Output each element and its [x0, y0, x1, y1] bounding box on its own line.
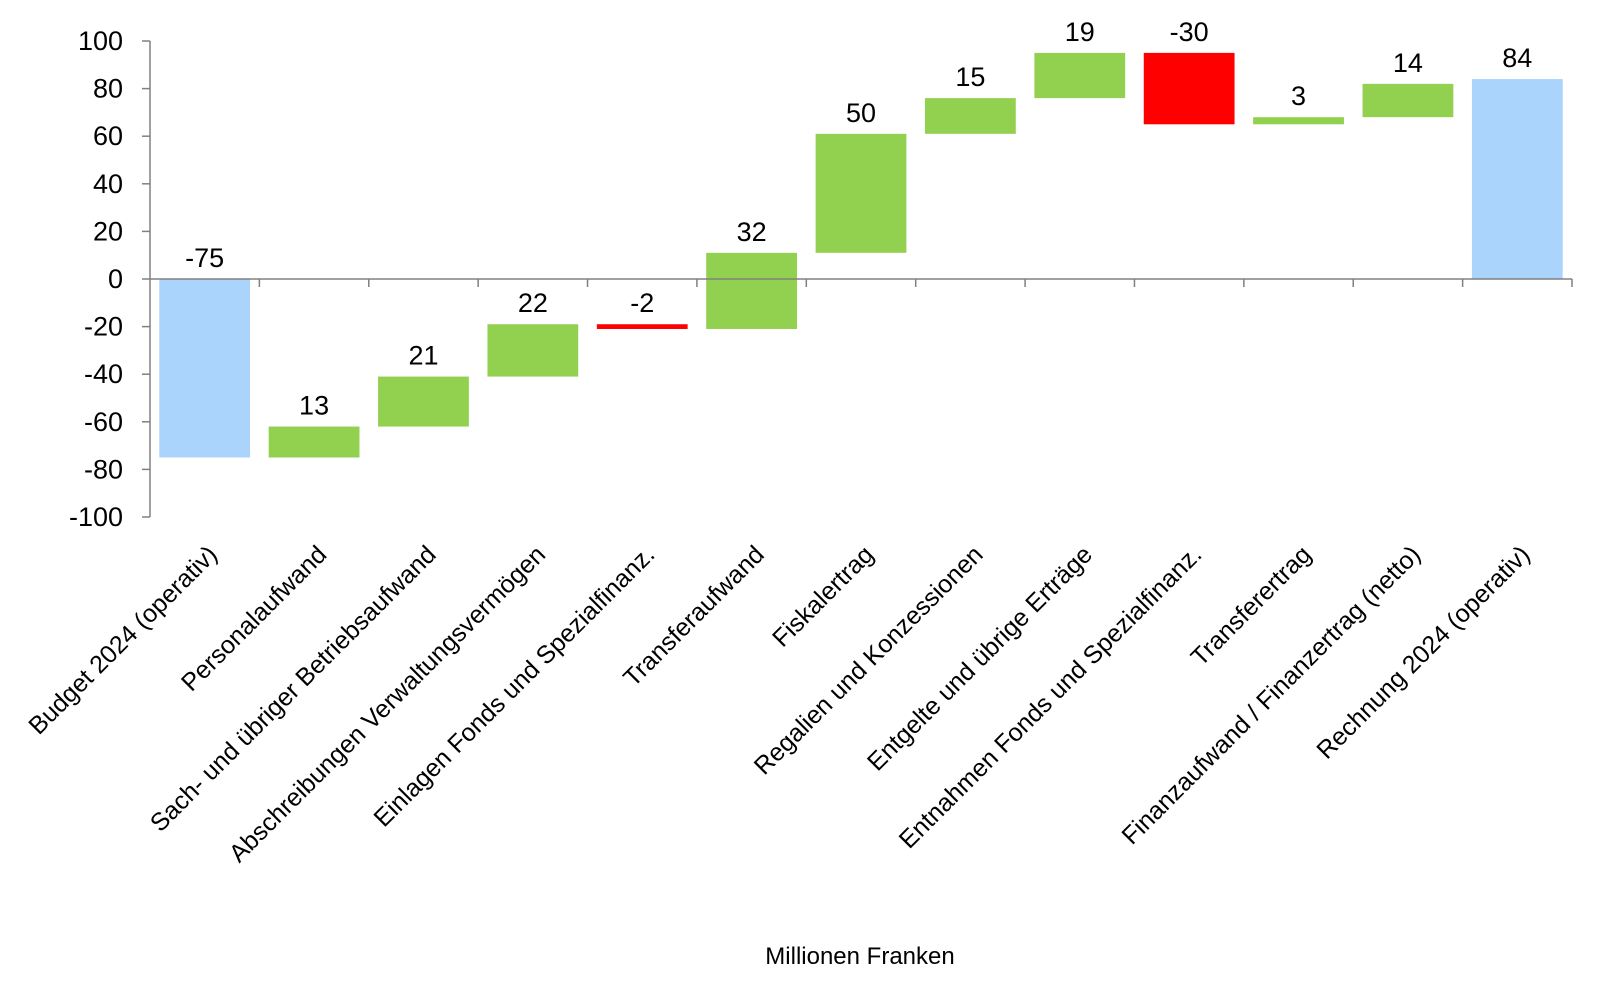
category-label: Entgelte und übrige Erträge: [862, 540, 1098, 776]
category-label: Fiskalertrag: [767, 540, 879, 652]
data-label: -2: [630, 288, 654, 318]
data-label: 19: [1065, 17, 1095, 47]
bar-increase: [924, 98, 1016, 134]
y-tick-label: -100: [69, 502, 123, 532]
data-label: 15: [955, 62, 985, 92]
data-label: 50: [846, 98, 876, 128]
category-label: Rechnung 2024 (operativ): [1311, 540, 1535, 764]
y-tick-label: -60: [84, 407, 123, 437]
bar-decrease: [596, 324, 688, 329]
bar-increase: [1253, 117, 1344, 125]
bar-total: [159, 279, 251, 458]
data-label: 84: [1502, 43, 1532, 73]
y-tick-label: 60: [93, 121, 123, 151]
bar-total: [1471, 79, 1563, 279]
data-label: 32: [737, 217, 767, 247]
y-tick-label: 80: [93, 74, 123, 104]
data-label: -30: [1170, 17, 1209, 47]
data-label: 3: [1291, 81, 1306, 111]
bar-increase: [706, 252, 798, 329]
y-tick-label: 100: [78, 26, 123, 56]
category-label: Budget 2024 (operativ): [23, 540, 223, 740]
bar-decrease: [1143, 52, 1235, 125]
data-label: 21: [408, 341, 438, 371]
category-labels: Budget 2024 (operativ)PersonalaufwandSac…: [23, 540, 1535, 867]
bar-increase: [487, 324, 579, 377]
bars-layer: [159, 52, 1563, 458]
data-labels: -75 13 21 22 -2 32 50 15 19 -30 3 14 84: [185, 17, 1532, 421]
data-label: 22: [518, 288, 548, 318]
bar-increase: [378, 376, 469, 427]
y-tick-label: 0: [108, 264, 123, 294]
y-tick-label: 20: [93, 216, 123, 246]
axes: 100 80 60 40 20 0 -20 -40 -60 -80 -100: [69, 26, 1573, 532]
bar-increase: [1362, 83, 1454, 118]
bar-increase: [1034, 52, 1126, 99]
y-tick-label: 40: [93, 169, 123, 199]
bar-increase: [268, 426, 360, 458]
data-label: 13: [299, 391, 329, 421]
y-tick-label: -40: [84, 359, 123, 389]
y-tick-label: -20: [84, 312, 123, 342]
data-label: -75: [185, 243, 224, 273]
data-label: 14: [1393, 48, 1423, 78]
y-tick-label: -80: [84, 454, 123, 484]
x-axis-title: Millionen Franken: [765, 943, 954, 970]
category-label: Regalien und Konzessionen: [749, 540, 989, 780]
bar-increase: [815, 133, 907, 253]
